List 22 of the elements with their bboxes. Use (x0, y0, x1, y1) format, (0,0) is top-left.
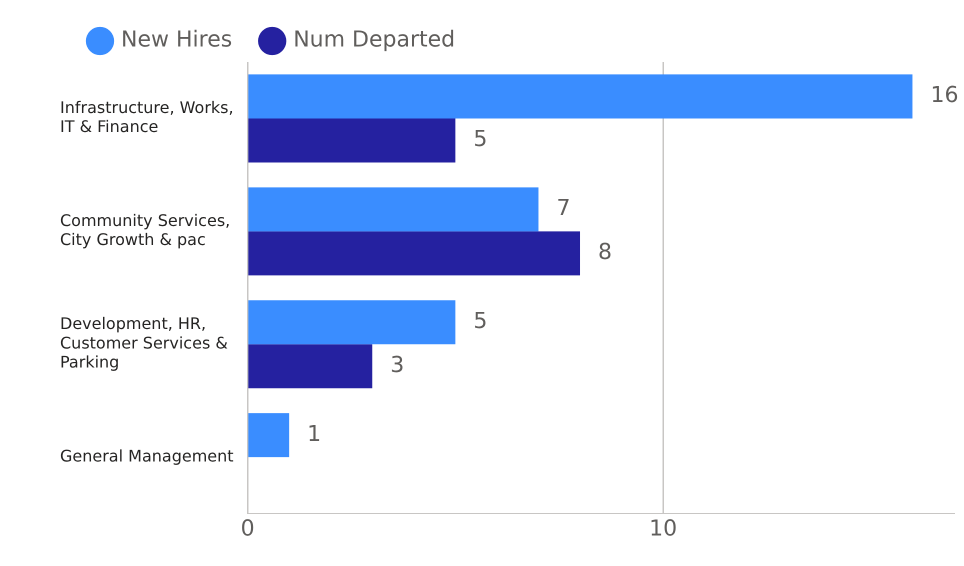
legend-label: New Hires (121, 28, 232, 53)
x-tick-label: 10 (649, 516, 678, 542)
data-label: 7 (556, 196, 570, 222)
bar (248, 74, 912, 118)
data-label: 8 (598, 240, 612, 266)
y-tick-label: Infrastructure, Works, IT & Finance (60, 98, 234, 136)
bar (248, 344, 372, 388)
bar (248, 187, 538, 232)
data-label: 5 (473, 127, 488, 152)
bar (248, 300, 456, 344)
y-tick-label: General Management (60, 446, 234, 466)
bar (248, 118, 456, 162)
data-label: 5 (473, 308, 488, 334)
data-label: 16 (930, 83, 958, 108)
bar (248, 231, 580, 276)
y-tick-label: Development, HR, Customer Services & Parking (60, 314, 228, 372)
legend-label: Num Departed (293, 28, 456, 53)
bar (248, 413, 290, 458)
x-tick-label: 0 (240, 516, 255, 542)
data-label: 1 (307, 422, 322, 447)
data-label: 3 (390, 352, 404, 378)
y-tick-label: Community Services, City Growth & pac (60, 210, 230, 250)
